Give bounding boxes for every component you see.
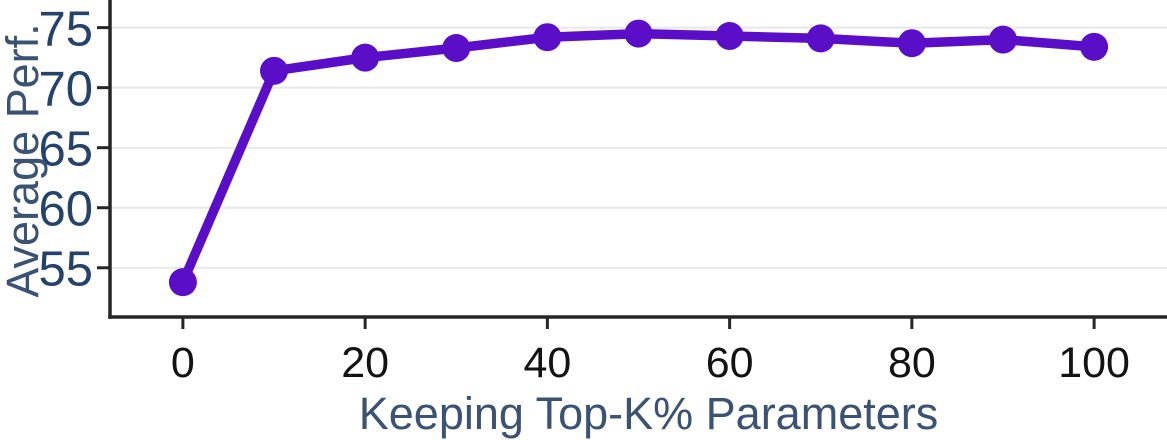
data-point-marker: [624, 19, 653, 48]
x-tick-label: 20: [341, 339, 389, 387]
series-line: [178, 28, 1099, 287]
y-tick-label: 70: [38, 62, 93, 116]
x-axis-title: Keeping Top-K% Parameters: [359, 388, 939, 439]
data-point-marker: [442, 34, 471, 63]
x-tick-labels: 0 20 40 60 80 100: [171, 339, 1130, 387]
data-point-marker: [168, 268, 197, 297]
data-point-marker: [988, 25, 1017, 54]
y-tick-label: 65: [38, 122, 93, 176]
y-tick-label: 55: [38, 242, 93, 296]
y-tick-label: 75: [38, 2, 93, 56]
x-tick-label: 80: [888, 339, 936, 387]
axes-spines: [108, 0, 1167, 319]
x-tick-label: 0: [171, 339, 195, 387]
x-tick-label: 100: [1058, 339, 1130, 387]
y-tick-label: 60: [38, 182, 93, 236]
tick-marks: [97, 26, 1096, 329]
data-point-marker: [351, 43, 380, 72]
data-point-marker: [715, 22, 744, 51]
x-tick-label: 40: [523, 339, 571, 387]
data-point-marker: [533, 23, 562, 52]
data-point-marker: [897, 29, 926, 58]
data-series: [168, 19, 1109, 297]
x-tick-label: 60: [706, 339, 754, 387]
data-point-marker: [1080, 32, 1109, 61]
data-point-marker: [260, 56, 289, 85]
data-point-marker: [806, 24, 835, 53]
y-axis-title: Average Perf.: [0, 23, 48, 297]
y-tick-labels: 55 60 65 70 75: [38, 2, 93, 296]
